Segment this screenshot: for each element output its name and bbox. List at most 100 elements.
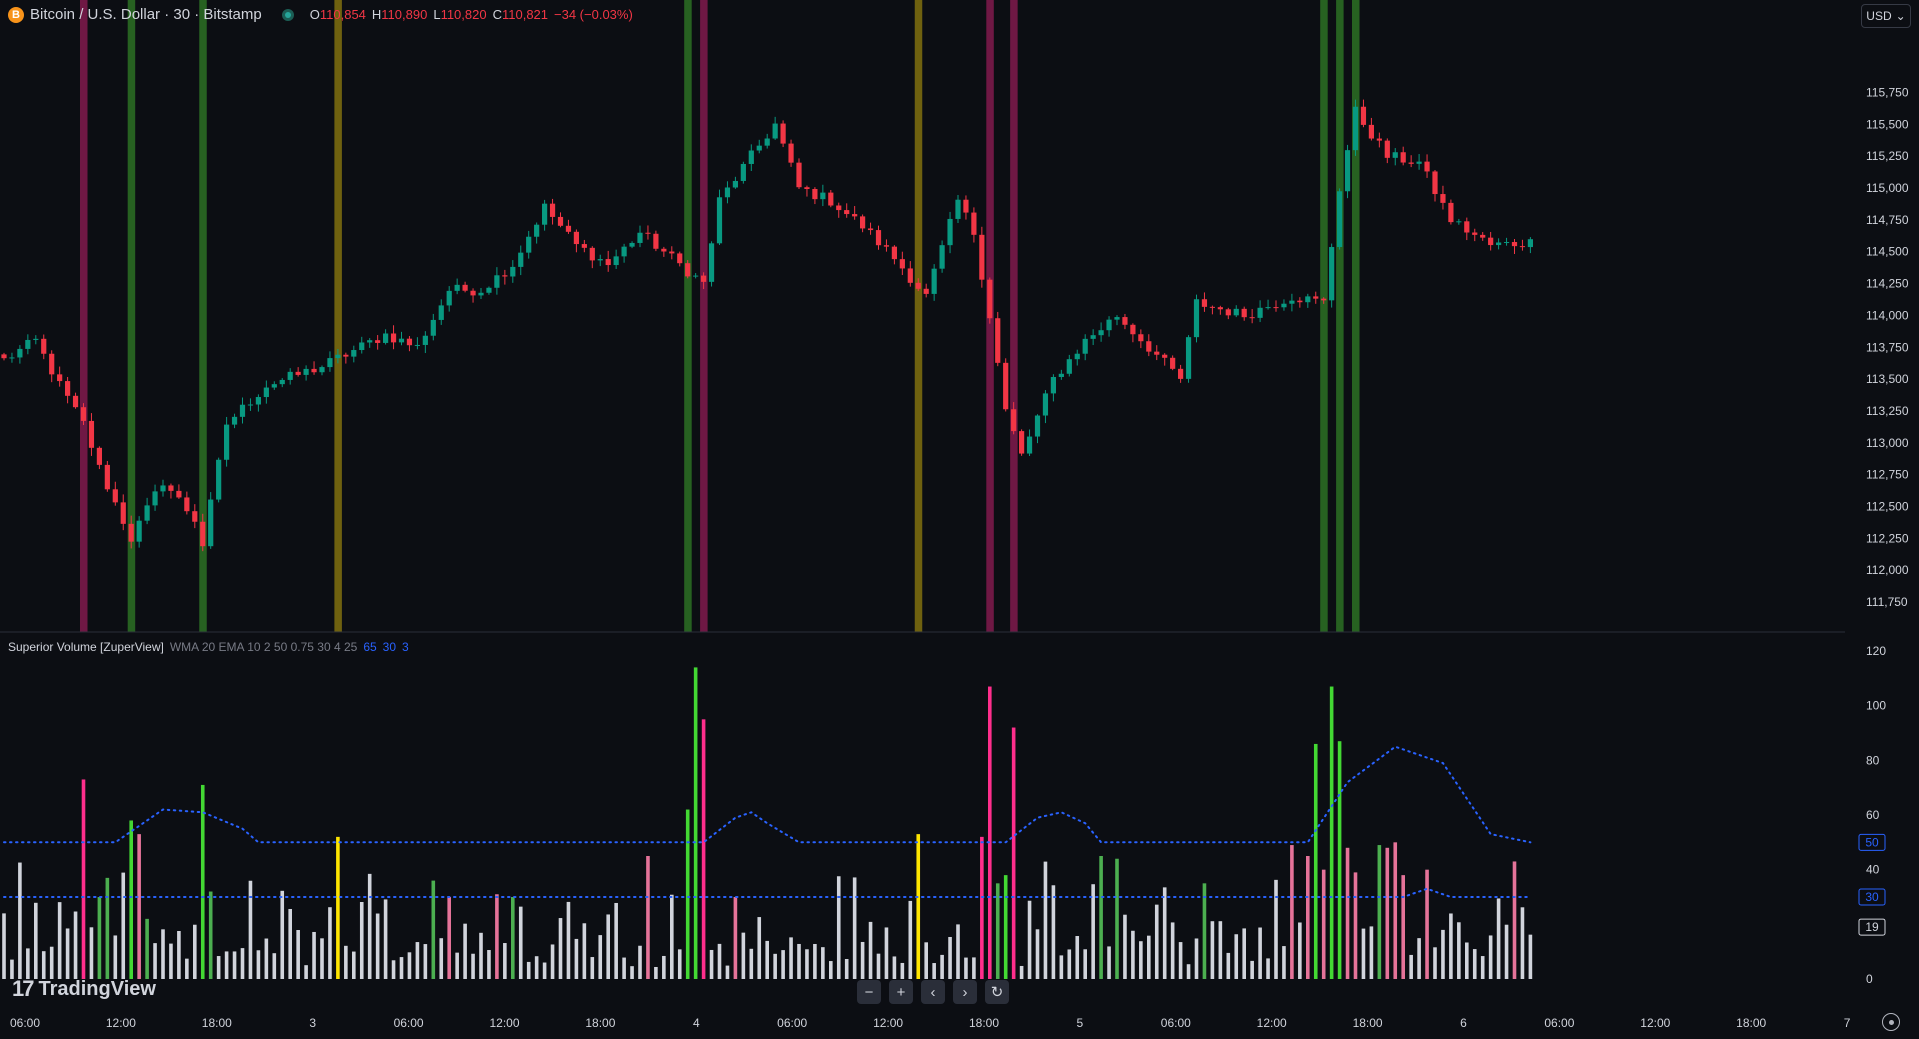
volume-bar	[26, 948, 30, 979]
volume-bar	[439, 938, 444, 979]
candle-body	[72, 395, 79, 408]
symbol-title[interactable]: Bitcoin / U.S. Dollar · 30 · Bitstamp	[30, 6, 262, 23]
volume-bar	[232, 951, 237, 979]
volume-bar	[868, 921, 873, 979]
volume-bar	[1091, 884, 1095, 979]
price-axis-label: 115,000	[1866, 181, 1909, 195]
volume-bar	[359, 901, 364, 979]
candle-body	[351, 350, 357, 357]
volume-axis-label: 0	[1866, 972, 1873, 986]
candle-body	[1488, 237, 1494, 246]
volume-bar	[590, 957, 595, 979]
candle-body	[1400, 152, 1406, 163]
volume-bar	[256, 950, 261, 979]
volume-bar	[1154, 904, 1159, 979]
volume-bar	[948, 936, 952, 979]
volume-bar	[526, 961, 531, 979]
volume-bar	[129, 820, 133, 979]
candle-body	[701, 275, 707, 282]
volume-axis-badge-label: 19	[1865, 920, 1879, 934]
volume-bar	[399, 957, 404, 979]
candle-body	[96, 447, 102, 465]
volume-bar	[1186, 964, 1191, 979]
candle-body	[57, 374, 63, 382]
time-axis-label: 12:00	[489, 1016, 519, 1030]
upper-threshold-line	[3, 745, 1532, 844]
volume-bar	[940, 954, 944, 979]
signal-band	[1352, 0, 1360, 632]
candle-body	[661, 248, 667, 252]
candle-body	[669, 251, 675, 254]
volume-bar	[892, 956, 897, 979]
candle-body	[1464, 221, 1470, 233]
candle-body	[359, 342, 365, 351]
volume-bar	[1218, 921, 1223, 979]
candle-body	[1519, 246, 1526, 248]
candle-body	[1313, 296, 1319, 299]
volume-axis-label: 100	[1866, 699, 1886, 713]
candle-body	[1178, 368, 1184, 379]
volume-bar	[630, 966, 634, 979]
candle-body	[756, 145, 762, 151]
candle-body	[518, 252, 524, 267]
market-status-icon[interactable]	[281, 8, 294, 21]
candle-body	[1233, 308, 1239, 316]
settings-gear-icon[interactable]	[1882, 1013, 1900, 1031]
volume-bar	[1051, 885, 1056, 979]
volume-bar	[1234, 934, 1239, 979]
price-axis-label: 112,750	[1866, 468, 1909, 482]
volume-bar	[455, 952, 459, 979]
candle-body	[1050, 377, 1056, 394]
candle-body	[812, 189, 818, 200]
price-axis-label: 114,750	[1866, 213, 1909, 227]
time-axis-label: 06:00	[1161, 1016, 1191, 1030]
volume-bar	[1059, 955, 1064, 979]
volume-bar	[1369, 926, 1374, 979]
volume-bar	[177, 930, 181, 979]
candle-body	[303, 368, 309, 375]
candle-body	[168, 485, 174, 491]
signal-band	[80, 0, 88, 632]
volume-bar	[598, 935, 603, 979]
volume-bar	[185, 958, 189, 979]
reset-chart-button[interactable]: ↻	[985, 980, 1009, 1004]
zoom-out-button[interactable]: −	[857, 980, 881, 1004]
volume-bar	[1043, 861, 1048, 979]
volume-bar	[836, 876, 841, 979]
candle-body	[1122, 317, 1128, 325]
candle-body	[1098, 330, 1104, 336]
volume-bar	[121, 872, 126, 979]
volume-bar	[852, 877, 857, 979]
volume-bar	[1011, 727, 1016, 979]
volume-bar	[18, 862, 22, 979]
price-axis-label: 114,000	[1866, 308, 1909, 322]
zoom-in-button[interactable]: +	[889, 980, 913, 1004]
volume-bar	[789, 937, 793, 979]
candle-body	[931, 268, 937, 294]
volume-bar	[518, 906, 523, 979]
volume-bar	[1329, 686, 1334, 979]
scroll-right-button[interactable]: ›	[953, 980, 977, 1004]
volume-bar	[582, 923, 587, 979]
scroll-left-button[interactable]: ‹	[921, 980, 945, 1004]
candle-body	[875, 230, 882, 246]
candle-body	[1368, 124, 1374, 139]
volume-bar	[97, 897, 102, 979]
candle-body	[160, 485, 166, 492]
currency-selector[interactable]: USD ⌄	[1861, 4, 1911, 28]
candle-body	[1440, 194, 1446, 203]
candle-body	[1376, 138, 1382, 141]
volume-bar	[1345, 847, 1350, 979]
candle-body	[979, 234, 985, 280]
volume-bar	[1417, 938, 1421, 979]
candle-body	[208, 499, 214, 547]
indicator-legend[interactable]: Superior Volume [ZuperView] WMA 20 EMA 1…	[8, 640, 409, 654]
tradingview-logo[interactable]: 17 TradingView	[12, 976, 156, 1001]
candle-body	[430, 319, 436, 336]
volume-bar	[479, 932, 483, 979]
candle-body	[1344, 150, 1351, 192]
candle-body	[677, 253, 683, 264]
volume-bar	[1433, 947, 1437, 979]
volume-bar	[113, 935, 118, 979]
